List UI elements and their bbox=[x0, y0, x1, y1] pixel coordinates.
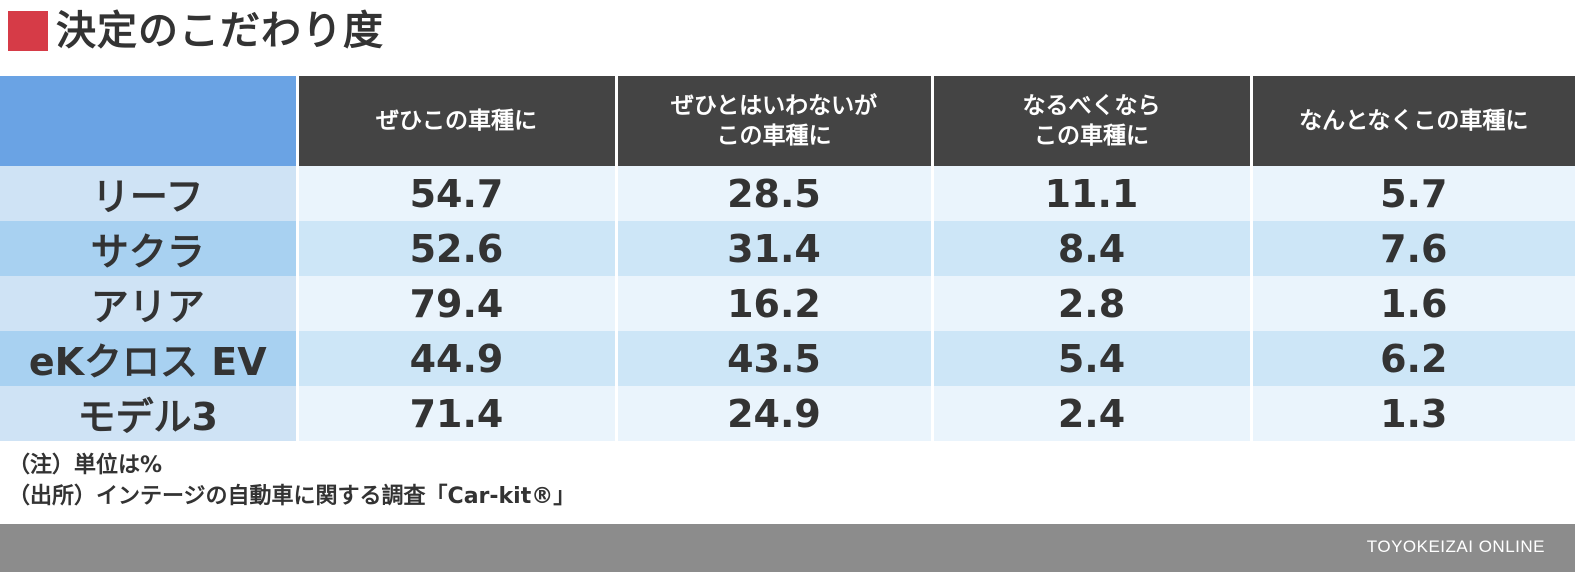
table-cell: 31.4 bbox=[616, 221, 934, 276]
table-cell: 2.4 bbox=[932, 386, 1253, 441]
table-cell: 2.8 bbox=[932, 276, 1253, 331]
footer-bar: TOYOKEIZAI ONLINE bbox=[0, 524, 1575, 572]
table-cell: 28.5 bbox=[616, 166, 934, 221]
title-row: 決定のこだわり度 bbox=[8, 6, 384, 56]
table-cell: 11.1 bbox=[932, 166, 1253, 221]
column-header: ぜひこの車種に bbox=[297, 76, 618, 166]
notes: （注）単位は% （出所）インテージの自動車に関する調査「Car-kit®」 bbox=[8, 450, 575, 512]
table-cell: 7.6 bbox=[1251, 221, 1575, 276]
table-cell: 54.7 bbox=[297, 166, 618, 221]
table-cell: 6.2 bbox=[1251, 331, 1575, 386]
table-cell: 52.6 bbox=[297, 221, 618, 276]
table-cell: 43.5 bbox=[616, 331, 934, 386]
table-row: サクラ 52.6 31.4 8.4 7.6 bbox=[0, 221, 1575, 276]
row-label: eKクロス EV bbox=[0, 331, 299, 386]
column-header: なるべくなら この車種に bbox=[932, 76, 1253, 166]
table-row: アリア 79.4 16.2 2.8 1.6 bbox=[0, 276, 1575, 331]
table-cell: 24.9 bbox=[616, 386, 934, 441]
page-title: 決定のこだわり度 bbox=[56, 8, 384, 54]
table-row: モデル3 71.4 24.9 2.4 1.3 bbox=[0, 386, 1575, 441]
footer-brand: TOYOKEIZAI ONLINE bbox=[1366, 537, 1545, 556]
title-square-icon bbox=[8, 11, 48, 51]
source-note: （出所）インテージの自動車に関する調査「Car-kit®」 bbox=[8, 484, 576, 509]
table-cell: 16.2 bbox=[616, 276, 934, 331]
table-cell: 1.6 bbox=[1251, 276, 1575, 331]
table-cell: 79.4 bbox=[297, 276, 618, 331]
table-cell: 71.4 bbox=[297, 386, 618, 441]
unit-note: （注）単位は% bbox=[8, 453, 163, 478]
table-row: eKクロス EV 44.9 43.5 5.4 6.2 bbox=[0, 331, 1575, 386]
table-cell: 1.3 bbox=[1251, 386, 1575, 441]
column-header: なんとなくこの車種に bbox=[1251, 76, 1575, 166]
header-row: ぜひこの車種に ぜひとはいわないが この車種に なるべくなら この車種に なんと… bbox=[0, 76, 1575, 166]
table-row: リーフ 54.7 28.5 11.1 5.7 bbox=[0, 166, 1575, 221]
table-cell: 8.4 bbox=[932, 221, 1253, 276]
row-label: モデル3 bbox=[0, 386, 299, 441]
table-cell: 5.4 bbox=[932, 331, 1253, 386]
table-cell: 5.7 bbox=[1251, 166, 1575, 221]
row-label: サクラ bbox=[0, 221, 299, 276]
data-table: ぜひこの車種に ぜひとはいわないが この車種に なるべくなら この車種に なんと… bbox=[0, 76, 1575, 441]
row-label: リーフ bbox=[0, 166, 299, 221]
table-corner bbox=[0, 76, 299, 166]
row-label: アリア bbox=[0, 276, 299, 331]
column-header: ぜひとはいわないが この車種に bbox=[616, 76, 934, 166]
table-cell: 44.9 bbox=[297, 331, 618, 386]
